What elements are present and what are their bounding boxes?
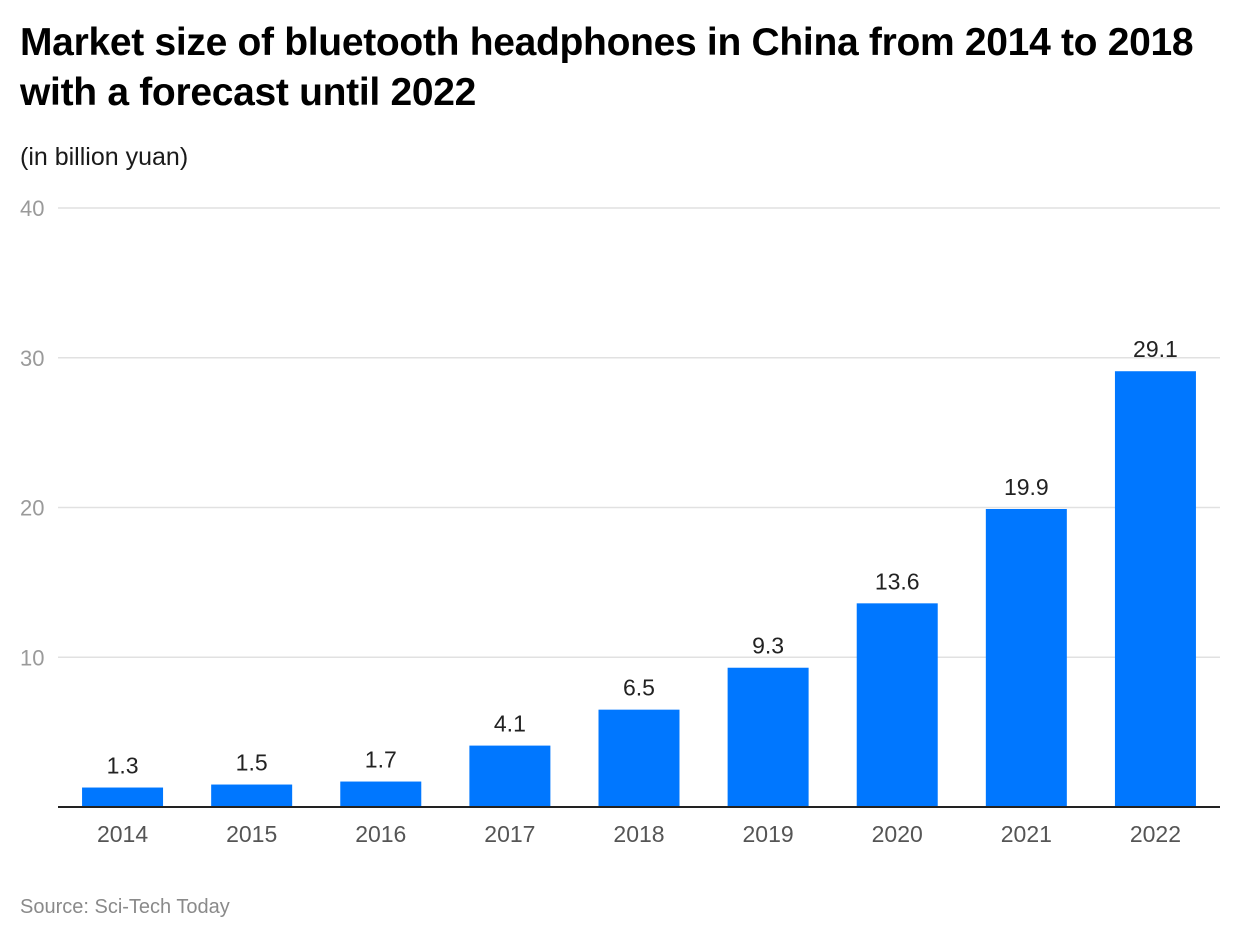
data-label-2020: 13.6 bbox=[875, 568, 920, 594]
source-note: Source: Sci-Tech Today bbox=[20, 896, 230, 918]
chart-title: Market size of bluetooth headphones in C… bbox=[20, 21, 1194, 114]
data-label-2021: 19.9 bbox=[1004, 474, 1049, 500]
bar-2018 bbox=[598, 709, 680, 807]
x-tick-label-2020: 2020 bbox=[872, 821, 923, 847]
bar-2022 bbox=[1114, 371, 1196, 807]
bar-2016 bbox=[340, 781, 422, 807]
bar-2021 bbox=[985, 508, 1067, 807]
data-label-2019: 9.3 bbox=[752, 633, 784, 659]
x-tick-label-2022: 2022 bbox=[1130, 821, 1181, 847]
data-label-2017: 4.1 bbox=[494, 711, 526, 737]
x-tick-label-2018: 2018 bbox=[613, 821, 664, 847]
bar-2014 bbox=[82, 787, 164, 807]
x-tick-label-2019: 2019 bbox=[743, 821, 794, 847]
data-label-2014: 1.3 bbox=[107, 753, 139, 779]
bar-2015 bbox=[211, 784, 293, 807]
x-tick-label-2015: 2015 bbox=[226, 821, 277, 847]
x-axis-ticks: 2014 2015 2016 2017 2018 2019 2020 2021 2022 bbox=[97, 821, 1181, 847]
data-label-2016: 1.7 bbox=[365, 747, 397, 773]
bar-2020 bbox=[856, 603, 938, 807]
x-tick-label-2014: 2014 bbox=[97, 821, 148, 847]
bar-2017 bbox=[469, 745, 551, 807]
data-label-2015: 1.5 bbox=[236, 750, 268, 776]
y-tick-label: 10 bbox=[20, 645, 44, 670]
bar-2019 bbox=[727, 667, 809, 807]
y-tick-label: 40 bbox=[20, 196, 44, 221]
y-tick-label: 30 bbox=[20, 346, 44, 371]
data-label-2018: 6.5 bbox=[623, 675, 655, 701]
data-label-2022: 29.1 bbox=[1133, 336, 1178, 362]
x-tick-label-2021: 2021 bbox=[1001, 821, 1052, 847]
chart-subtitle: (in billion yuan) bbox=[20, 143, 189, 171]
x-tick-label-2016: 2016 bbox=[355, 821, 406, 847]
bars bbox=[82, 371, 1196, 807]
data-labels: 1.3 1.5 1.7 4.1 6.5 9.3 13.6 19.9 29.1 bbox=[107, 336, 1178, 778]
y-tick-label: 20 bbox=[20, 496, 44, 521]
y-axis-ticks: 10 20 30 40 bbox=[20, 196, 44, 670]
x-tick-label-2017: 2017 bbox=[484, 821, 535, 847]
